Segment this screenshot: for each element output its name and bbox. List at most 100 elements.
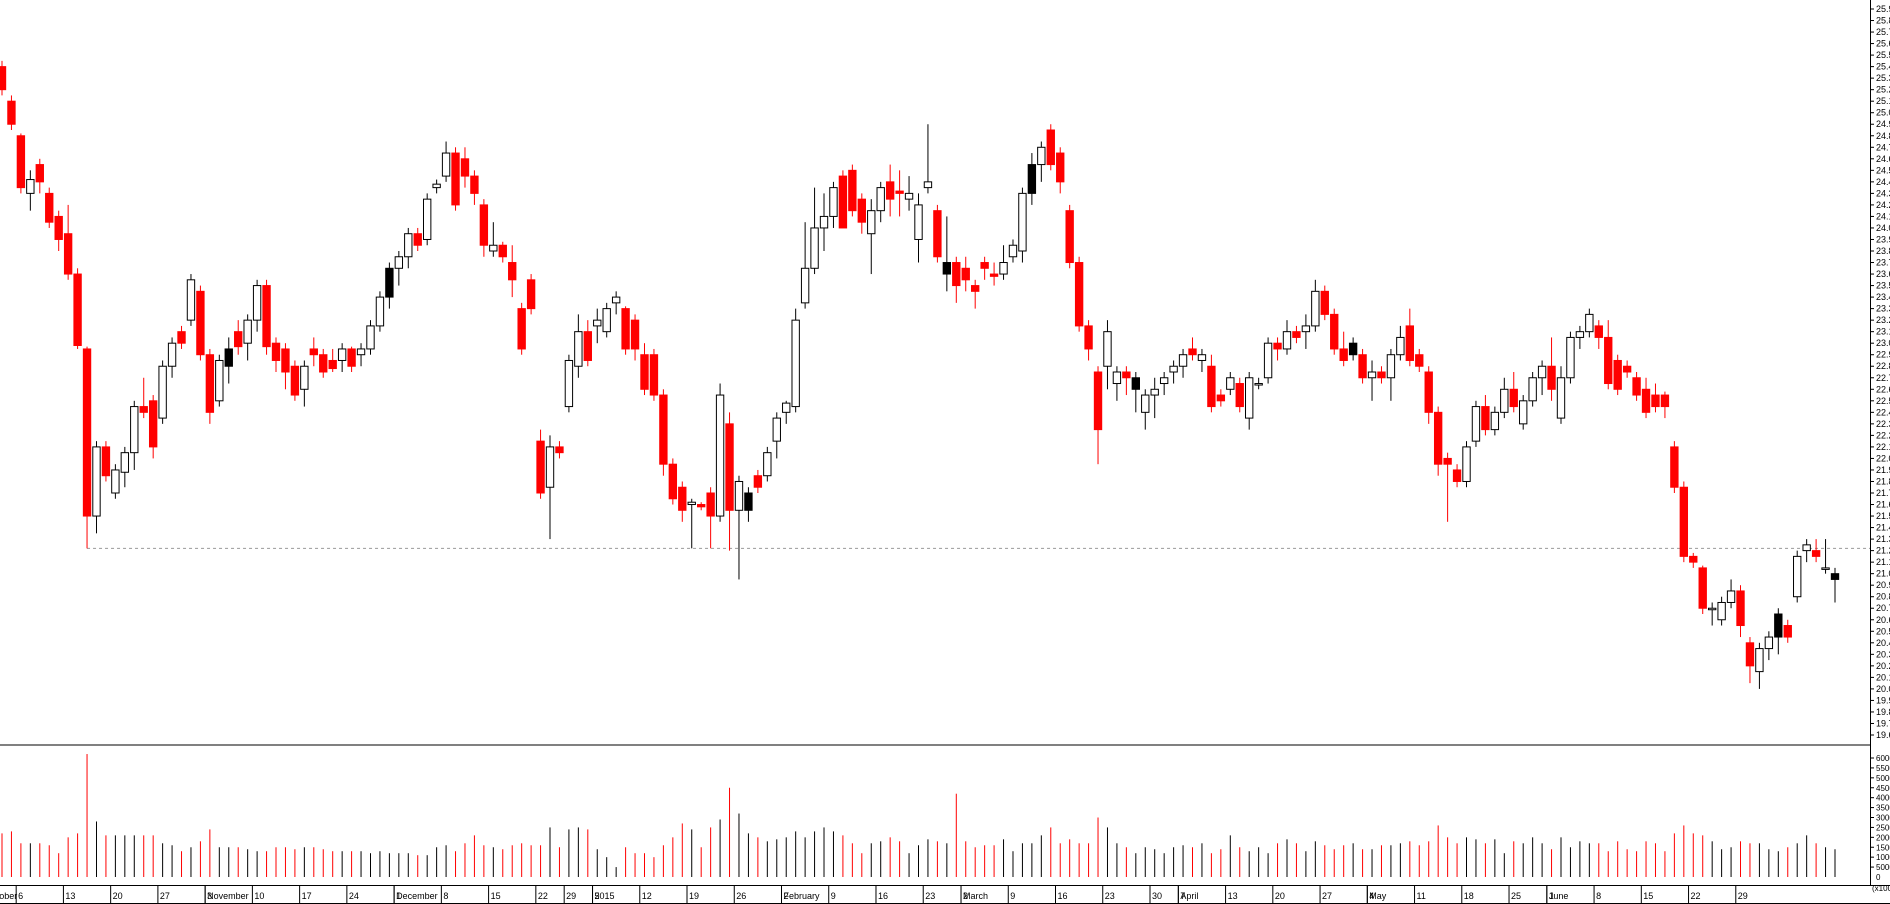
candle — [904, 176, 914, 211]
candle — [1377, 366, 1386, 384]
candle-body — [980, 262, 989, 269]
candle — [413, 227, 422, 251]
candle-body — [1830, 573, 1840, 580]
candle — [167, 337, 177, 378]
candle — [1122, 366, 1131, 396]
candle-body — [1056, 152, 1065, 183]
candle — [1670, 441, 1679, 493]
candle — [451, 147, 460, 211]
candle — [640, 343, 649, 396]
candle-body — [1736, 590, 1745, 627]
candle-body — [857, 198, 866, 223]
candle — [715, 383, 725, 522]
candle — [111, 464, 120, 499]
candle — [1537, 360, 1547, 396]
candle-body — [300, 365, 309, 390]
price-tick-label: 20.5 — [1876, 626, 1890, 636]
candle-body — [111, 469, 120, 494]
date-tick-label: 13 — [1228, 891, 1238, 901]
candle-body — [1717, 601, 1726, 621]
candle-body — [366, 325, 375, 350]
date-tick-label: 13 — [65, 891, 75, 901]
candle-body — [1358, 354, 1367, 379]
candle — [1774, 608, 1783, 655]
candle-body — [848, 169, 857, 212]
candle — [1566, 331, 1575, 384]
price-tick-label: 23.4 — [1876, 292, 1890, 302]
volume-tick-label: 50000 — [1876, 774, 1890, 783]
candle — [1519, 395, 1528, 430]
candle-body — [1301, 325, 1311, 333]
candle — [1500, 377, 1509, 419]
candle — [885, 164, 895, 217]
candle — [961, 256, 970, 292]
date-tick-label: 9 — [831, 891, 836, 901]
candle-body — [583, 331, 592, 361]
candle — [252, 279, 262, 332]
candle-body — [290, 365, 300, 396]
candle — [1471, 400, 1481, 447]
date-tick-label: 1 — [1549, 891, 1554, 901]
candle — [914, 193, 923, 263]
price-tick-label: 20.8 — [1876, 592, 1890, 602]
volume-tick-label: 45000 — [1876, 784, 1890, 793]
candle — [1830, 567, 1840, 603]
candle-body — [356, 348, 366, 356]
candle — [1585, 308, 1594, 338]
candle-body — [1235, 383, 1244, 408]
candle-body — [441, 152, 451, 177]
candle-body — [668, 463, 678, 500]
candle — [1717, 596, 1726, 626]
candle — [1330, 308, 1339, 355]
candle — [555, 441, 564, 459]
date-tick-label: February — [783, 891, 820, 901]
candle — [101, 441, 111, 482]
candle-body — [1556, 377, 1566, 419]
candle — [1802, 539, 1811, 563]
candle-body — [1188, 348, 1197, 356]
date-tick-label: 23 — [925, 891, 935, 901]
candle-body — [1613, 359, 1622, 390]
volume-tick-label: 10000 — [1876, 853, 1890, 862]
candle-body — [1084, 325, 1093, 350]
candle — [1783, 619, 1792, 643]
candle-body — [1245, 377, 1254, 419]
candle — [829, 181, 838, 228]
price-tick-label: 23.3 — [1876, 304, 1890, 314]
price-tick-label: 22.0 — [1876, 453, 1890, 463]
candle-body — [526, 279, 536, 310]
candle — [1604, 320, 1613, 390]
candle-body — [234, 331, 243, 348]
candle — [1301, 314, 1311, 349]
candle — [923, 124, 933, 194]
volume-panel — [1, 754, 1836, 877]
candle — [470, 170, 479, 205]
date-tick-label: November — [207, 891, 249, 901]
candle — [952, 256, 961, 303]
date-tick-label: 27 — [1322, 891, 1332, 901]
candle — [1197, 348, 1207, 372]
candle-body — [1386, 354, 1396, 379]
date-tick-label: 30 — [1152, 891, 1162, 901]
date-tick-label: 2 — [783, 891, 788, 901]
candle — [385, 262, 394, 309]
price-tick-label: 22.3 — [1876, 419, 1890, 429]
price-tick-label: 23.0 — [1876, 338, 1890, 348]
candle-body — [26, 179, 35, 194]
candle — [1594, 320, 1603, 349]
candle — [422, 193, 432, 246]
volume-tick-label: 40000 — [1876, 794, 1890, 803]
date-tick-label: 17 — [302, 891, 312, 901]
price-tick-label: 24.0 — [1876, 223, 1890, 233]
date-tick-label: 12 — [642, 891, 652, 901]
candle-body — [1481, 406, 1490, 431]
candle — [1131, 372, 1140, 413]
candle-body — [1462, 446, 1471, 482]
candle-body — [1632, 377, 1641, 396]
candle — [1679, 481, 1689, 563]
candle — [621, 306, 630, 355]
candle — [319, 348, 328, 378]
candle — [1245, 372, 1254, 430]
candle — [838, 170, 848, 229]
